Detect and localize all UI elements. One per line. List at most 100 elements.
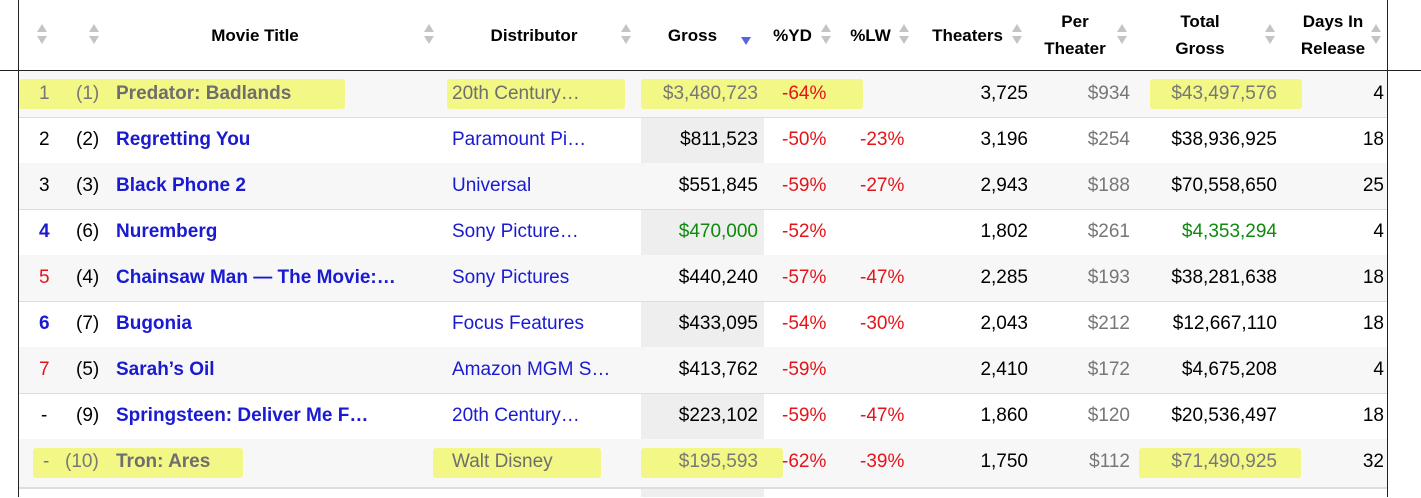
total-gross: $38,936,925 bbox=[1171, 129, 1277, 150]
gross: $223,102 bbox=[678, 405, 758, 426]
gross: $440,240 bbox=[678, 267, 758, 288]
percent-lw: -23% bbox=[860, 129, 905, 150]
rank: 6 bbox=[39, 313, 50, 334]
distributor-link[interactable]: 20th Century… bbox=[452, 83, 580, 104]
distributor-link[interactable]: Amazon MGM S… bbox=[452, 359, 611, 380]
total-gross: $4,353,294 bbox=[1181, 221, 1277, 242]
previous-rank: (2) bbox=[76, 129, 100, 150]
previous-rank: (1) bbox=[76, 83, 100, 104]
percent-lw: -30% bbox=[860, 313, 905, 334]
percent-yd: -59% bbox=[782, 405, 827, 426]
header-yd[interactable]: %YD bbox=[773, 25, 812, 45]
per-theater: $188 bbox=[1087, 175, 1130, 196]
table-row[interactable]: 3 (3) Black Phone 2 Universal $551,845 -… bbox=[19, 163, 1387, 210]
total-gross: $20,536,497 bbox=[1171, 405, 1277, 426]
movie-title-link[interactable]: Tron: Ares bbox=[116, 451, 211, 472]
highlighter-mark bbox=[641, 79, 863, 109]
days-in-release: 32 bbox=[1362, 451, 1384, 472]
distributor-link[interactable]: Walt Disney bbox=[452, 451, 553, 472]
movie-title-link[interactable]: Springsteen: Deliver Me F… bbox=[116, 405, 369, 426]
gross: $470,000 bbox=[678, 221, 758, 242]
sort-arrows-icon[interactable] bbox=[899, 24, 909, 46]
distributor-link[interactable]: Focus Features bbox=[452, 313, 584, 334]
sort-arrows-icon[interactable] bbox=[89, 24, 99, 46]
header-theaters[interactable]: Theaters bbox=[932, 25, 1003, 45]
theaters: 1,802 bbox=[980, 221, 1028, 242]
table-row[interactable]: - (9) Springsteen: Deliver Me F… 20th Ce… bbox=[19, 393, 1387, 440]
distributor-link[interactable]: Sony Picture… bbox=[452, 221, 579, 242]
table-row[interactable]: - (10) Tron: Ares Walt Disney $195,593 -… bbox=[19, 439, 1387, 488]
header-days-in-release[interactable]: Days In Release bbox=[1300, 12, 1366, 58]
sort-descending-icon[interactable] bbox=[741, 37, 751, 45]
previous-rank: (10) bbox=[65, 451, 99, 472]
highlighter-mark bbox=[433, 448, 601, 478]
sort-arrows-icon[interactable] bbox=[37, 24, 47, 46]
movie-title-link[interactable]: Bugonia bbox=[116, 313, 192, 334]
previous-rank: (4) bbox=[76, 267, 100, 288]
distributor-link[interactable]: Paramount Pi… bbox=[452, 129, 587, 150]
movie-title-link[interactable]: Regretting You bbox=[116, 129, 251, 150]
percent-lw: -47% bbox=[860, 267, 905, 288]
gross: $811,523 bbox=[680, 129, 758, 150]
movie-title-link[interactable]: Nuremberg bbox=[116, 221, 218, 242]
movie-title-link[interactable]: Sarah’s Oil bbox=[116, 359, 215, 380]
theaters: 2,043 bbox=[980, 313, 1028, 334]
distributor-link[interactable]: 20th Century… bbox=[452, 405, 580, 426]
table-row[interactable]: 2 (2) Regretting You Paramount Pi… $811,… bbox=[19, 117, 1387, 164]
header-gross[interactable]: Gross bbox=[667, 25, 718, 45]
table-row[interactable]: 4 (6) Nuremberg Sony Picture… $470,000 -… bbox=[19, 209, 1387, 256]
per-theater: $120 bbox=[1087, 405, 1130, 426]
table-row[interactable]: 5 (4) Chainsaw Man — The Movie:… Sony Pi… bbox=[19, 255, 1387, 302]
days-in-release: 18 bbox=[1362, 267, 1384, 288]
header-movie-title[interactable]: Movie Title bbox=[211, 25, 299, 45]
days-in-release: 18 bbox=[1362, 405, 1384, 426]
total-gross: $71,490,925 bbox=[1171, 451, 1277, 472]
theaters: 1,750 bbox=[980, 451, 1028, 472]
rank: - bbox=[41, 405, 48, 426]
table-row[interactable]: 1 (1) Predator: Badlands 20th Century… $… bbox=[19, 71, 1387, 118]
sort-arrows-icon[interactable] bbox=[1371, 24, 1381, 46]
header-distributor[interactable]: Distributor bbox=[490, 25, 578, 45]
per-theater: $193 bbox=[1087, 267, 1130, 288]
movie-title-link[interactable]: Chainsaw Man — The Movie:… bbox=[116, 267, 396, 288]
header-lw[interactable]: %LW bbox=[850, 25, 891, 45]
sort-arrows-icon[interactable] bbox=[1265, 24, 1275, 46]
percent-yd: -64% bbox=[782, 83, 827, 104]
sort-arrows-icon[interactable] bbox=[1012, 24, 1022, 46]
sort-arrows-icon[interactable] bbox=[821, 24, 831, 46]
distributor-link[interactable]: Universal bbox=[452, 175, 532, 196]
rank: 4 bbox=[39, 221, 50, 242]
per-theater: $934 bbox=[1087, 83, 1130, 104]
highlighter-mark bbox=[1139, 448, 1301, 478]
distributor-link[interactable]: Sony Pictures bbox=[452, 267, 570, 288]
days-in-release: 4 bbox=[1373, 359, 1384, 380]
rank: 1 bbox=[39, 83, 50, 104]
header-per-theater[interactable]: Per Theater bbox=[1044, 12, 1106, 58]
percent-yd: -54% bbox=[782, 313, 827, 334]
header-total-gross[interactable]: Total Gross bbox=[1175, 12, 1225, 58]
table-row[interactable]: 7 (5) Sarah’s Oil Amazon MGM S… $413,762… bbox=[19, 347, 1387, 394]
per-theater: $254 bbox=[1087, 129, 1130, 150]
sort-arrows-icon[interactable] bbox=[1117, 24, 1127, 46]
movie-title-link[interactable]: Black Phone 2 bbox=[116, 175, 246, 196]
days-in-release: 4 bbox=[1373, 83, 1384, 104]
days-in-release: 4 bbox=[1373, 221, 1384, 242]
sort-arrows-icon[interactable] bbox=[621, 24, 631, 46]
percent-lw: -39% bbox=[860, 451, 905, 472]
highlighter-mark bbox=[447, 79, 625, 109]
theaters: 2,285 bbox=[980, 267, 1028, 288]
previous-rank: (7) bbox=[76, 313, 100, 334]
rank: - bbox=[43, 451, 50, 472]
table-row[interactable]: 6 (7) Bugonia Focus Features $433,095 -5… bbox=[19, 301, 1387, 348]
gross: $551,845 bbox=[678, 175, 758, 196]
table-frame bbox=[18, 0, 1388, 497]
rank: 2 bbox=[39, 129, 50, 150]
rank: 7 bbox=[39, 359, 50, 380]
movie-title-link[interactable]: Predator: Badlands bbox=[116, 83, 292, 104]
sort-arrows-icon[interactable] bbox=[424, 24, 434, 46]
days-in-release: 18 bbox=[1362, 129, 1384, 150]
theaters: 3,725 bbox=[980, 83, 1028, 104]
highlighter-mark bbox=[641, 448, 783, 478]
total-gross: $43,497,576 bbox=[1171, 83, 1277, 104]
percent-yd: -59% bbox=[782, 359, 827, 380]
